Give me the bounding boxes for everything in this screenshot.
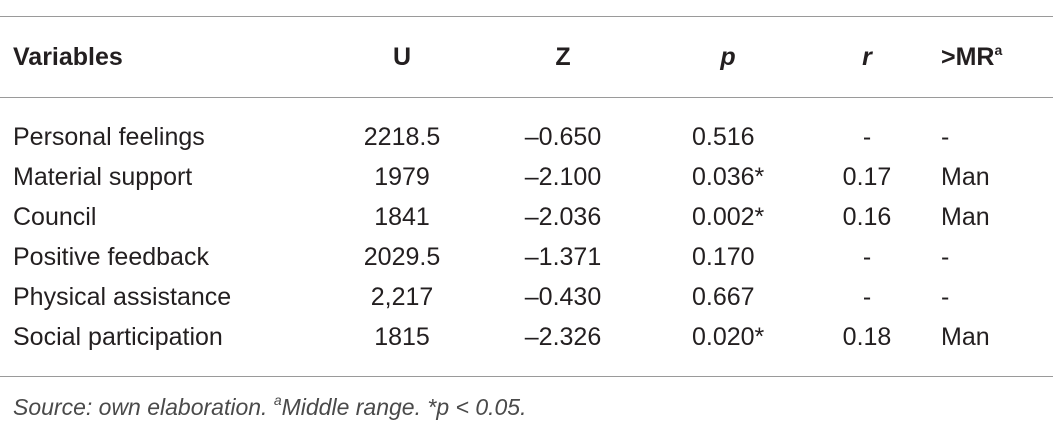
header-cell: p xyxy=(720,42,735,72)
header-sup: a xyxy=(994,42,1003,58)
footnote-sup: a xyxy=(273,392,282,408)
header-cell: U xyxy=(393,42,411,72)
table-cell: 1815 xyxy=(374,323,430,351)
footnote-rest: Middle range. *p < 0.05. xyxy=(281,394,527,420)
table-cell: - xyxy=(941,123,950,151)
header-cell: r xyxy=(862,42,872,72)
header-text: Z xyxy=(555,43,571,71)
top-rule xyxy=(0,16,1053,17)
table-cell: –0.650 xyxy=(524,123,602,151)
table-cell: 0.18 xyxy=(842,323,892,351)
header-text: U xyxy=(392,43,412,71)
table-cell: –2.036 xyxy=(524,203,602,231)
row-label: Personal feelings xyxy=(13,123,205,151)
table-cell: - xyxy=(941,243,950,271)
table-cell: 2218.5 xyxy=(363,123,441,151)
table-cell: - xyxy=(862,123,872,151)
table-cell: - xyxy=(941,283,950,311)
row-label: Physical assistance xyxy=(13,283,232,311)
table-cell: - xyxy=(862,243,872,271)
table-cell: 2029.5 xyxy=(363,243,441,271)
table-cell: Man xyxy=(941,323,990,351)
row-label: Material support xyxy=(13,163,193,191)
header-text: p xyxy=(720,43,736,71)
table-cell: –2.100 xyxy=(524,163,602,191)
table-cell: Man xyxy=(941,163,990,191)
header-cell: >MRa xyxy=(941,42,1002,72)
header-text: >MR xyxy=(941,43,995,71)
header-rule xyxy=(0,97,1053,98)
table-cell: –1.371 xyxy=(524,243,602,271)
footnote-source: Source: own elaboration. xyxy=(13,394,274,420)
row-label: Social participation xyxy=(13,323,223,351)
header-cell: Variables xyxy=(13,42,123,72)
table-cell: 2,217 xyxy=(370,283,434,311)
header-cell: Z xyxy=(555,42,570,72)
table-cell: 0.516 xyxy=(692,123,755,151)
bottom-rule xyxy=(0,376,1053,377)
table-cell: –0.430 xyxy=(524,283,602,311)
row-label: Positive feedback xyxy=(13,243,209,271)
table-cell: 0.16 xyxy=(842,203,892,231)
header-text: Variables xyxy=(13,43,123,71)
table-cell: 0.002* xyxy=(692,203,765,231)
table-cell: 1841 xyxy=(374,203,430,231)
table-cell: 1979 xyxy=(374,163,430,191)
table-cell: Man xyxy=(941,203,990,231)
table-cell: 0.17 xyxy=(842,163,892,191)
table-cell: –2.326 xyxy=(524,323,602,351)
table-cell: - xyxy=(862,283,872,311)
table-cell: 0.170 xyxy=(692,243,755,271)
table-cell: 0.036* xyxy=(692,163,765,191)
footnote: Source: own elaboration. aMiddle range. … xyxy=(13,392,527,421)
row-label: Council xyxy=(13,203,97,231)
table-cell: 0.667 xyxy=(692,283,755,311)
table-cell: 0.020* xyxy=(692,323,765,351)
header-text: r xyxy=(862,43,872,71)
